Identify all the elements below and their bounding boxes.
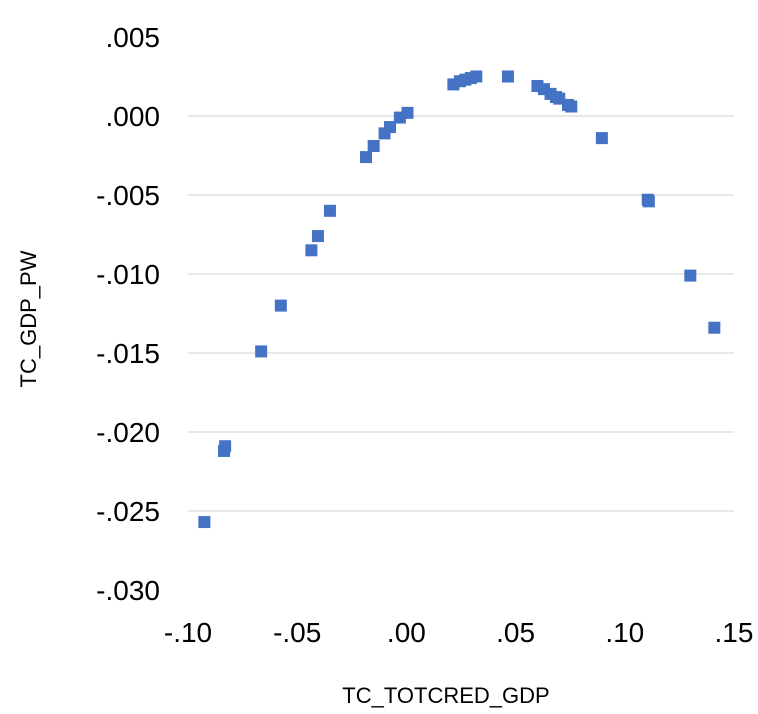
x-tick-label: .10: [605, 617, 644, 648]
data-point: [384, 121, 397, 134]
gridlines: [188, 115, 734, 512]
data-point: [565, 100, 578, 113]
x-tick-label: .15: [715, 617, 754, 648]
data-point: [595, 132, 608, 145]
x-axis-tick-labels: -.10 -.05 .00 .05 .10 .15: [164, 617, 754, 648]
data-point: [642, 195, 655, 208]
data-point: [708, 321, 721, 334]
data-point: [359, 151, 372, 164]
data-point: [311, 230, 324, 243]
x-tick-label: .05: [496, 617, 535, 648]
data-points: [198, 70, 721, 529]
data-point: [255, 345, 268, 358]
y-tick-label: -.020: [96, 417, 160, 448]
data-point: [470, 70, 483, 83]
data-point: [274, 299, 287, 312]
x-tick-label: .00: [387, 617, 426, 648]
y-tick-label: .005: [106, 22, 161, 53]
x-tick-label: -.10: [164, 617, 212, 648]
y-tick-label: -.015: [96, 338, 160, 369]
y-tick-label: .000: [106, 101, 161, 132]
data-point: [401, 106, 414, 119]
data-point: [305, 244, 318, 257]
data-point: [219, 440, 232, 453]
x-tick-label: -.05: [273, 617, 321, 648]
y-tick-label: -.010: [96, 259, 160, 290]
y-tick-label: -.030: [96, 575, 160, 606]
data-point: [198, 516, 211, 529]
data-point: [684, 269, 697, 282]
y-tick-label: -.005: [96, 180, 160, 211]
data-point: [501, 70, 514, 83]
y-axis-tick-labels: .005 .000 -.005 -.010 -.015 -.020 -.025 -.030: [96, 22, 160, 606]
x-axis-title: TC_TOTCRED_GDP: [342, 683, 549, 708]
y-tick-label: -.025: [96, 496, 160, 527]
data-point: [323, 204, 336, 217]
data-point: [367, 140, 380, 153]
y-axis-title: TC_GDP_PW: [16, 250, 41, 387]
